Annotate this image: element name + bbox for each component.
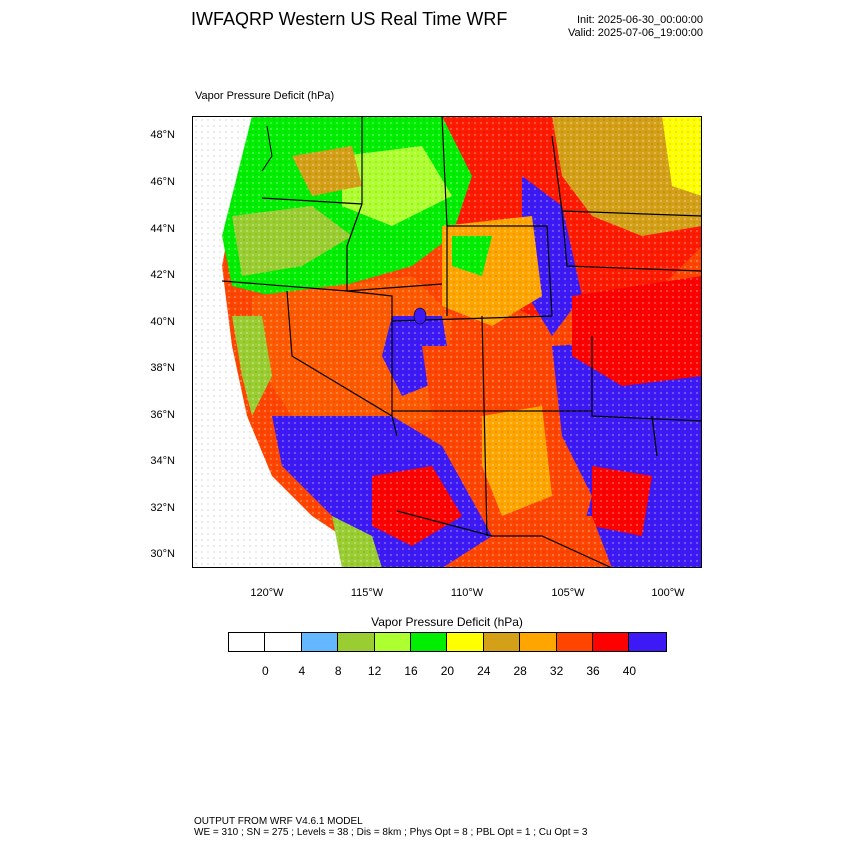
colorbar-tick-label: 20 — [440, 664, 455, 678]
lat-label-44: 44°N — [150, 223, 175, 235]
lon-label-110: 110°W — [450, 587, 484, 599]
colorbar-tick-label: 12 — [367, 664, 382, 678]
colorbar-box — [265, 633, 302, 651]
colorbar-tick-label: 16 — [404, 664, 418, 678]
run-times: Init: 2025-06-30_00:00:00 Valid: 2025-07… — [568, 14, 703, 40]
colorbar-box — [374, 633, 411, 651]
colorbar-tick-label: 4 — [298, 664, 306, 678]
lat-label-48: 48°N — [150, 129, 175, 141]
colorbar-tick-label: 8 — [334, 664, 342, 678]
model-info-line2: WE = 310 ; SN = 275 ; Levels = 38 ; Dis … — [194, 827, 588, 838]
colorbar-box — [447, 633, 484, 651]
colorbar-tick-label: 0 — [262, 664, 269, 678]
colorbar-tick-label: 24 — [477, 664, 491, 678]
lat-label-40: 40°N — [150, 316, 175, 328]
init-time: Init: 2025-06-30_00:00:00 — [577, 14, 703, 26]
colorbar-tick-label: 40 — [622, 664, 637, 678]
colorbar-box — [338, 633, 375, 651]
lon-label-100: 100°W — [651, 587, 685, 599]
valid-time: Valid: 2025-07-06_19:00:00 — [568, 27, 703, 39]
model-info: OUTPUT FROM WRF V4.6.1 MODEL WE = 310 ; … — [194, 816, 587, 838]
colorbar-title: Vapor Pressure Deficit (hPa) — [371, 615, 523, 629]
lat-label-46: 46°N — [150, 176, 175, 188]
lon-label-105: 105°W — [551, 587, 585, 599]
lat-label-36: 36°N — [150, 409, 175, 421]
lat-label-34: 34°N — [150, 455, 175, 467]
colorbar-box — [410, 633, 448, 651]
colorbar-box — [629, 633, 666, 651]
vpd-map — [192, 116, 702, 568]
colorbar-tick-label: 36 — [586, 664, 600, 678]
lat-label-32: 32°N — [150, 502, 175, 514]
lon-label-115: 115°W — [350, 587, 384, 599]
colorbar-box — [520, 633, 557, 651]
colorbar-box — [556, 633, 593, 651]
lat-label-30: 30°N — [150, 548, 175, 560]
colorbar-tick-label: 28 — [513, 664, 527, 678]
colorbar-tick-label: 32 — [549, 664, 564, 678]
colorbar-box — [229, 633, 266, 651]
map-subtitle: Vapor Pressure Deficit (hPa) — [195, 90, 335, 102]
colorbar — [228, 632, 667, 652]
vpd-map-svg — [192, 116, 702, 568]
colorbar-box — [592, 633, 630, 651]
colorbar-box — [301, 633, 339, 651]
lat-label-42: 42°N — [150, 269, 175, 281]
lon-label-120: 120°W — [250, 587, 284, 599]
colorbar-box — [483, 633, 521, 651]
page-title: IWFAQRP Western US Real Time WRF — [191, 9, 508, 29]
lat-label-38: 38°N — [150, 362, 175, 374]
model-info-line1: OUTPUT FROM WRF V4.6.1 MODEL — [194, 816, 363, 827]
